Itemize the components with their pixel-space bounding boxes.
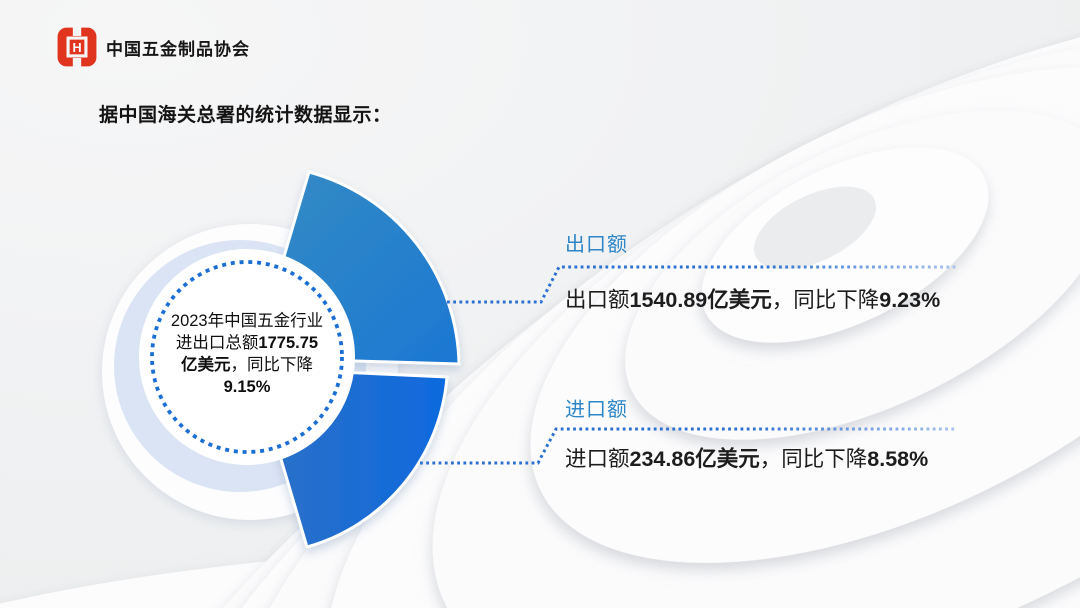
donut-dashed-ring: [150, 260, 344, 454]
logo-letter: H: [72, 41, 81, 55]
import-connector-line: [420, 427, 957, 465]
association-name: 中国五金制品协会: [106, 39, 250, 59]
association-logo: H 中国五金制品协会: [56, 26, 250, 68]
slide-heading: 据中国海关总署的统计数据显示：: [99, 105, 392, 126]
export-connector-line: [447, 265, 957, 304]
export-label: 出口额: [565, 234, 628, 256]
import-value: 进口额234.86亿美元，同比下降8.58%: [565, 447, 929, 471]
callout-connectors: [420, 265, 957, 465]
donut-center-summary: 2023年中国五金行业 进出口总额1775.75 亿美元，同比下降 9.15%: [170, 312, 324, 396]
association-logo-icon: H: [57, 26, 97, 68]
donut-center-circle: [139, 249, 355, 465]
import-label: 进口额: [565, 399, 628, 421]
import-export-donut-chart: [102, 170, 461, 549]
export-value: 出口额1540.89亿美元，同比下降9.23%: [565, 288, 941, 312]
ribbon-spiral-eye: [753, 186, 877, 270]
